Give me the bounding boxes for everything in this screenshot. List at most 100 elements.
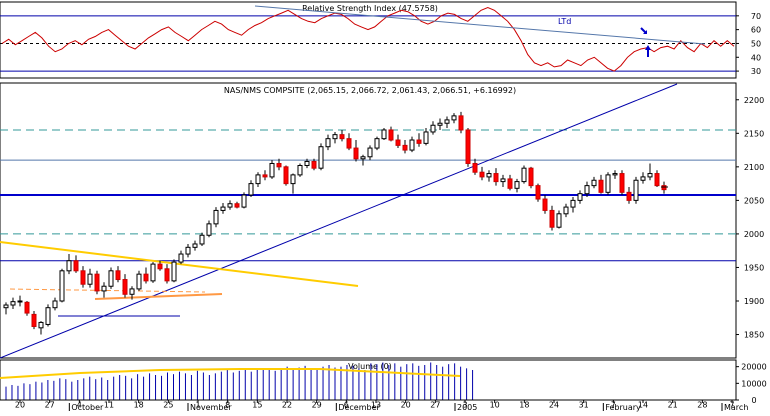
candle-body-down (535, 185, 541, 200)
rsi-tick-label: 50 (751, 39, 761, 48)
candlestick (633, 176, 639, 204)
rsi-title: Relative Strength Index (47.5758) (302, 4, 438, 13)
price-tick-label: 2000 (744, 230, 764, 239)
candlestick (521, 165, 527, 184)
candle-body-up (451, 115, 457, 121)
price-tick-label: 1850 (744, 331, 764, 340)
candle-body-up (332, 134, 338, 140)
candlestick (269, 160, 275, 179)
x-day-label: 10 (490, 400, 500, 409)
x-day-label: 7 (729, 400, 734, 409)
candlestick (115, 266, 121, 283)
candle-body-down (598, 179, 604, 193)
x-day-label: 3 (462, 400, 467, 409)
candlestick (3, 302, 9, 315)
candle-body-up (52, 300, 58, 309)
x-day-label: 8 (225, 400, 230, 409)
candle-body-up (3, 304, 9, 309)
candlestick (416, 133, 422, 147)
volume-tick-label: 10000 (741, 379, 766, 388)
candle-body-up (206, 223, 212, 236)
candle-body-up (304, 160, 310, 167)
candlestick (388, 126, 394, 142)
candle-body-down (339, 134, 345, 140)
candle-body-up (66, 260, 72, 272)
candle-body-up (269, 162, 275, 178)
candle-body-up (185, 246, 191, 255)
candle-body-up (591, 179, 597, 187)
candle-body-down (626, 191, 632, 201)
candlestick (493, 168, 499, 186)
rsi-tick-label: 30 (751, 67, 761, 76)
candle-body-down (542, 198, 548, 211)
x-month-label: October (71, 403, 104, 412)
candle-body-up (199, 234, 205, 245)
candlestick (234, 201, 240, 209)
candlestick (94, 270, 100, 295)
candle-body-up (59, 270, 65, 302)
candle-body-up (612, 173, 618, 176)
candlestick (598, 174, 604, 194)
candle-body-up (423, 131, 429, 144)
candlestick (346, 133, 352, 151)
candlestick (465, 127, 471, 167)
candlestick (17, 295, 23, 307)
candle-body-up (514, 181, 520, 189)
candle-body-up (108, 270, 114, 287)
x-day-label: 22 (282, 400, 292, 409)
candle-body-down (24, 301, 30, 314)
candle-body-up (318, 146, 324, 169)
candle-body-up (584, 185, 590, 195)
price-tick-label: 2050 (744, 196, 764, 205)
candle-body-up (248, 183, 254, 196)
candle-body-up (17, 300, 23, 303)
candle-body-down (122, 279, 128, 295)
candle-body-up (367, 147, 373, 158)
candlestick (570, 197, 576, 213)
volume-tick-label: 0 (751, 396, 756, 405)
candlestick (136, 270, 142, 291)
x-day-label: 14 (638, 400, 648, 409)
candlestick (262, 170, 268, 181)
rsi-trendline (254, 5, 706, 45)
candle-body-up (241, 194, 247, 208)
yellow-downtrend-line (0, 241, 359, 287)
candle-body-up (171, 261, 177, 282)
x-month-label: March (724, 403, 748, 412)
candlestick (402, 140, 408, 154)
candle-body-up (521, 167, 527, 183)
candlestick (591, 176, 597, 189)
candlestick (318, 143, 324, 171)
candle-body-down (31, 313, 37, 327)
candle-body-up (640, 176, 646, 181)
candlestick (332, 131, 338, 144)
rsi-series-line (1, 6, 735, 72)
x-month-label: February (605, 403, 641, 412)
candle-body-up (647, 173, 653, 178)
candle-body-up (605, 174, 611, 193)
candle-body-down (416, 139, 422, 144)
candlestick (514, 178, 520, 193)
candlestick (563, 203, 569, 218)
candle-body-up (101, 285, 107, 292)
candlestick (227, 200, 233, 210)
candlestick (164, 264, 170, 284)
candle-body-up (577, 193, 583, 201)
x-day-label: 18 (519, 400, 529, 409)
candle-body-up (136, 273, 142, 290)
candle-body-down (262, 174, 268, 178)
x-month-label: November (190, 403, 232, 412)
candlestick (304, 158, 310, 169)
x-month-label: December (338, 403, 380, 412)
candlestick (444, 116, 450, 128)
x-day-label: 20 (401, 400, 411, 409)
x-day-label: 4 (77, 400, 82, 409)
candle-body-down (276, 162, 282, 168)
rsi-ltd-annotation: LTd (558, 17, 571, 26)
candlestick (171, 259, 177, 283)
candle-body-up (437, 122, 443, 126)
x-day-label: 6 (344, 400, 349, 409)
candlestick (661, 181, 667, 194)
